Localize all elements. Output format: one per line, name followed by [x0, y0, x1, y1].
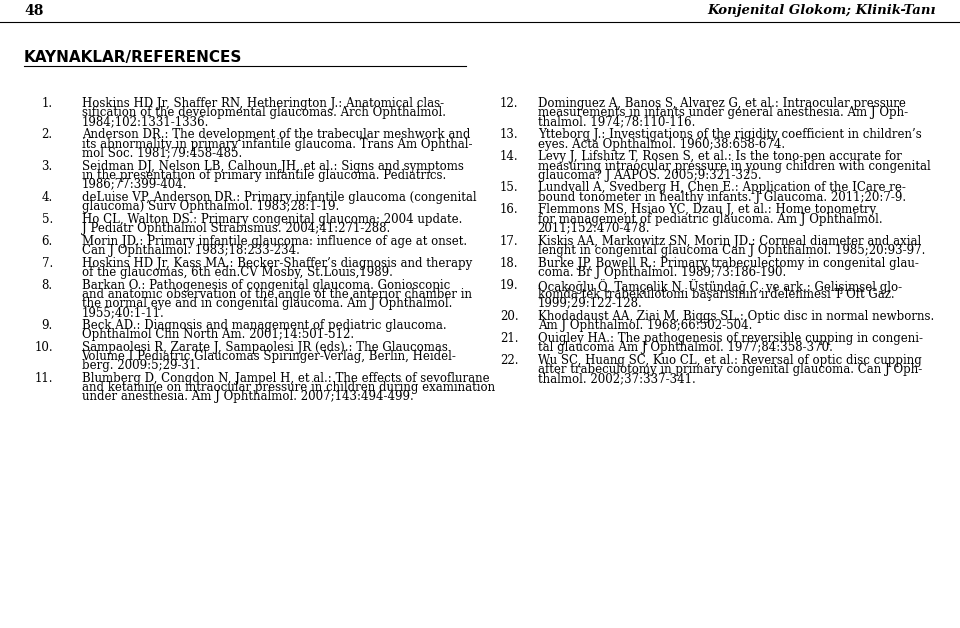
Text: the normal eye and in congenital glaucoma. Am J Ophthalmol.: the normal eye and in congenital glaucom… — [82, 296, 452, 310]
Text: Anderson DR.: The development of the trabecular meshwork and: Anderson DR.: The development of the tra… — [82, 128, 470, 141]
Text: Seidman DJ, Nelson LB, Calhoun JH, et al.: Signs and symptoms: Seidman DJ, Nelson LB, Calhoun JH, et al… — [82, 160, 464, 173]
Text: 19.: 19. — [500, 278, 518, 291]
Text: Lundvall A, Svedberg H, Chen E.: Application of the ICare re-: Lundvall A, Svedberg H, Chen E.: Applica… — [538, 181, 905, 195]
Text: Khodadaust AA, Ziai M, Biggs SL.: Optic disc in normal newborns.: Khodadaust AA, Ziai M, Biggs SL.: Optic … — [538, 310, 934, 323]
Text: its abnormality in primary infantile glaucoma. Trans Am Ophthal-: its abnormality in primary infantile gla… — [82, 138, 472, 151]
Text: komda tek trabekülotomi başarısının irdelenmesi T Oft Gaz.: komda tek trabekülotomi başarısının irde… — [538, 288, 894, 301]
Text: berg. 2009:5;29-31.: berg. 2009:5;29-31. — [82, 359, 200, 372]
Text: 5.: 5. — [41, 212, 53, 225]
Text: Burke JP, Bowell R.: Primary trabeculectomy in congenital glau-: Burke JP, Bowell R.: Primary trabeculect… — [538, 256, 919, 269]
Text: after trabeculotomy in primary congenital glaucoma. Can J Oph-: after trabeculotomy in primary congenita… — [538, 362, 922, 376]
Text: Morin JD.: Primary infantile glaucoma: influence of age at onset.: Morin JD.: Primary infantile glaucoma: i… — [82, 234, 467, 247]
Text: Flemmons MS, Hsiao YC, Dzau J, et al.: Home tonometry: Flemmons MS, Hsiao YC, Dzau J, et al.: H… — [538, 203, 876, 217]
Text: 9.: 9. — [41, 318, 53, 332]
Text: in the presentation of primary infantile glaucoma. Pediatrics.: in the presentation of primary infantile… — [82, 168, 445, 181]
Text: Can J Ophthalmol. 1983;18:233-234.: Can J Ophthalmol. 1983;18:233-234. — [82, 244, 300, 257]
Text: J Pediatr Ophthalmol Strabismus. 2004;41:271-288.: J Pediatr Ophthalmol Strabismus. 2004;41… — [82, 222, 390, 235]
Text: 7.: 7. — [41, 256, 53, 269]
Text: for management of pediatric glaucoma. Am J Ophthalmol.: for management of pediatric glaucoma. Am… — [538, 212, 882, 225]
Text: 11.: 11. — [35, 372, 53, 385]
Text: and anatomic observation of the angle of the anterior chamber in: and anatomic observation of the angle of… — [82, 288, 471, 301]
Text: Quigley HA.: The pathogenesis of reversible cupping in congeni-: Quigley HA.: The pathogenesis of reversi… — [538, 332, 923, 345]
Text: 17.: 17. — [500, 234, 518, 247]
Text: coma. Br J Ophthalmol. 1989;73:186-190.: coma. Br J Ophthalmol. 1989;73:186-190. — [538, 266, 786, 279]
Text: 8.: 8. — [41, 278, 53, 291]
Text: 1955;40:1-11.: 1955;40:1-11. — [82, 306, 164, 319]
Text: 48: 48 — [24, 4, 43, 18]
Text: 1999;29:122-128.: 1999;29:122-128. — [538, 296, 642, 310]
Text: 15.: 15. — [500, 181, 518, 195]
Text: Hoskins HD Jr, Shaffer RN, Hetherington J.: Anatomical clas-: Hoskins HD Jr, Shaffer RN, Hetherington … — [82, 97, 444, 111]
Text: Ophthalmol Clin North Am. 2001;14:501-512.: Ophthalmol Clin North Am. 2001;14:501-51… — [82, 328, 353, 341]
Text: Sampaolesi R, Zarate J, Sampaolesi JR (eds).: The Glaucomas: Sampaolesi R, Zarate J, Sampaolesi JR (e… — [82, 340, 447, 354]
Text: 10.: 10. — [35, 340, 53, 354]
Text: 16.: 16. — [500, 203, 518, 217]
Text: 1984;102:1331-1336.: 1984;102:1331-1336. — [82, 116, 209, 129]
Text: Blumberg D, Congdon N, Jampel H, et al.: The effects of sevoflurane: Blumberg D, Congdon N, Jampel H, et al.:… — [82, 372, 490, 385]
Text: KAYNAKLAR/REFERENCES: KAYNAKLAR/REFERENCES — [24, 50, 242, 65]
Text: lenght in congenital glaucoma Can J Ophthalmol. 1985;20:93-97.: lenght in congenital glaucoma Can J Opht… — [538, 244, 925, 257]
Text: 18.: 18. — [500, 256, 518, 269]
Text: Beck AD.: Diagnosis and management of pediatric glaucoma.: Beck AD.: Diagnosis and management of pe… — [82, 318, 446, 332]
Text: Levy J, Lifshitz T, Rosen S, et al.: Is the tono-pen accurate for: Levy J, Lifshitz T, Rosen S, et al.: Is … — [538, 150, 901, 163]
Text: measuring intraocular pressure in young children with congenital: measuring intraocular pressure in young … — [538, 160, 930, 173]
Text: 14.: 14. — [500, 150, 518, 163]
Text: 21.: 21. — [500, 332, 518, 345]
Text: thalmol. 1974;78:110-116.: thalmol. 1974;78:110-116. — [538, 116, 695, 129]
Text: Hoskins HD Jr, Kass MA.: Becker-Shaffer’s diagnosis and therapy: Hoskins HD Jr, Kass MA.: Becker-Shaffer’… — [82, 256, 472, 269]
Text: 2.: 2. — [41, 128, 53, 141]
Text: 6.: 6. — [41, 234, 53, 247]
Text: Wu SC, Huang SC, Kuo CL, et al.: Reversal of optic disc cupping: Wu SC, Huang SC, Kuo CL, et al.: Reversa… — [538, 354, 922, 367]
Text: thalmol. 2002;37:337-341.: thalmol. 2002;37:337-341. — [538, 372, 695, 385]
Text: sification of the developmental glaucomas. Arch Ophthalmol.: sification of the developmental glaucoma… — [82, 106, 445, 119]
Text: 3.: 3. — [41, 160, 53, 173]
Text: 13.: 13. — [500, 128, 518, 141]
Text: glaucoma) Surv Ophthalmol. 1983;28:1-19.: glaucoma) Surv Ophthalmol. 1983;28:1-19. — [82, 200, 339, 213]
Text: 2011;152:470-478.: 2011;152:470-478. — [538, 222, 650, 235]
Text: glaucoma? J AAPOS. 2005;9:321-325.: glaucoma? J AAPOS. 2005;9:321-325. — [538, 168, 761, 181]
Text: 4.: 4. — [41, 190, 53, 203]
Text: Barkan O.: Pathogenesis of congenital glaucoma. Gonioscopic: Barkan O.: Pathogenesis of congenital gl… — [82, 278, 450, 291]
Text: and ketamine on intraocular pressure in children during examination: and ketamine on intraocular pressure in … — [82, 381, 494, 394]
Text: under anesthesia. Am J Ophthalmol. 2007;143:494-499.: under anesthesia. Am J Ophthalmol. 2007;… — [82, 390, 414, 403]
Text: mol Soc. 1981;79:458-485.: mol Soc. 1981;79:458-485. — [82, 146, 242, 160]
Text: of the glaucomas, 6th edn.CV Mosby, St.Louis,1989.: of the glaucomas, 6th edn.CV Mosby, St.L… — [82, 266, 393, 279]
Text: 20.: 20. — [500, 310, 518, 323]
Text: Ho CL, Walton DS.: Primary congenital glaucoma: 2004 update.: Ho CL, Walton DS.: Primary congenital gl… — [82, 212, 462, 225]
Text: tal glaucoma Am J Ophthalmol. 1977;84:358-370.: tal glaucoma Am J Ophthalmol. 1977;84:35… — [538, 340, 832, 354]
Text: Ocakoğlu Ö, Tamçelik N, Üstündağ C, ve ark.: Gelişimsel glo-: Ocakoğlu Ö, Tamçelik N, Üstündağ C, ve a… — [538, 278, 901, 293]
Text: 22.: 22. — [500, 354, 518, 367]
Text: Am J Ophthalmol. 1968;66:502-504.: Am J Ophthalmol. 1968;66:502-504. — [538, 318, 752, 332]
Text: Konjenital Glokom; Klinik-Tanı: Konjenital Glokom; Klinik-Tanı — [708, 4, 936, 17]
Text: Volume I Pediatric Glaucomas Spiringer-Verlag, Berlin, Heidel-: Volume I Pediatric Glaucomas Spiringer-V… — [82, 350, 456, 363]
Text: 1986;77:399-404.: 1986;77:399-404. — [82, 178, 187, 191]
Text: Dominguez A, Banos S, Alvarez G, et al.: Intraocular pressure: Dominguez A, Banos S, Alvarez G, et al.:… — [538, 97, 905, 111]
Text: deLuise VP, Anderson DR.: Primary infantile glaucoma (congenital: deLuise VP, Anderson DR.: Primary infant… — [82, 190, 476, 203]
Text: eyes. Acta Ophthalmol. 1960;38:658-674.: eyes. Acta Ophthalmol. 1960;38:658-674. — [538, 138, 784, 151]
Text: measurements in infants under general anesthesia. Am J Oph-: measurements in infants under general an… — [538, 106, 908, 119]
Text: 12.: 12. — [500, 97, 518, 111]
Text: bound tonometer in healthy infants. J Glaucoma. 2011;20:7-9.: bound tonometer in healthy infants. J Gl… — [538, 190, 905, 203]
Text: 1.: 1. — [41, 97, 53, 111]
Text: Kiskis AA, Markowitz SN, Morin JD.: Corneal diameter and axial: Kiskis AA, Markowitz SN, Morin JD.: Corn… — [538, 234, 921, 247]
Text: Ytteborg J.: Investigations of the rigidity coefficient in children’s: Ytteborg J.: Investigations of the rigid… — [538, 128, 922, 141]
